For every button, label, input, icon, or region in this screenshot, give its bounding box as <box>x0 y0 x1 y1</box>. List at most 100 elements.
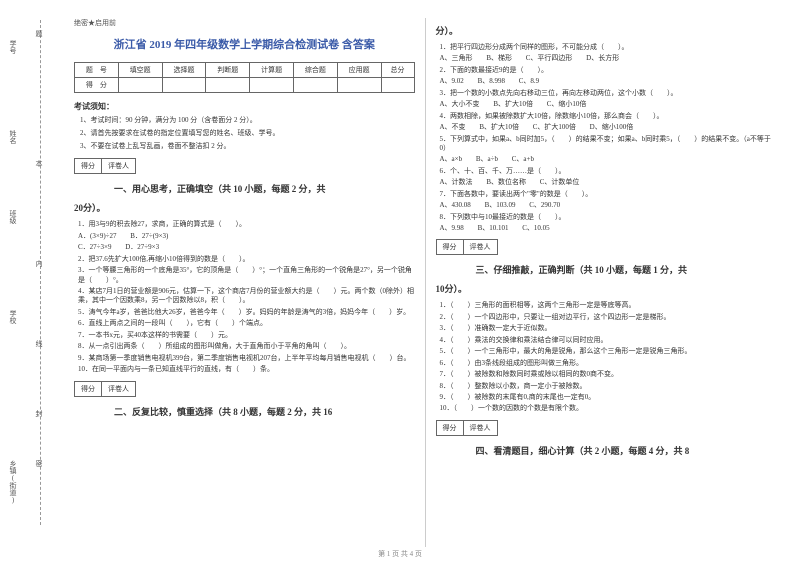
option: B、数位名称 <box>486 178 526 187</box>
field-label-student-id: 学号 <box>8 40 18 54</box>
option: A、三角形 <box>440 54 473 63</box>
option-b: B．27÷(9×3) <box>130 232 168 241</box>
question: 4．（ ）乘法的交换律和乘法结合律可以同时应用。 <box>440 336 777 345</box>
question: 7．（ ）被除数和除数同时乘或除以相同的数0商不变。 <box>440 370 777 379</box>
section-3-score: 10分）。 <box>436 282 777 295</box>
option: C、缩小10倍 <box>547 100 587 109</box>
table-row: 题 号 填空题 选择题 判断题 计算题 综合题 应用题 总分 <box>75 63 415 78</box>
header-cell: 综合题 <box>293 63 337 78</box>
question-options: A、不变 B、扩大10倍 C、扩大100倍 D、缩小100倍 <box>440 123 777 132</box>
secret-label: 绝密★启用前 <box>74 18 415 28</box>
header-cell: 填空题 <box>118 63 162 78</box>
scorebox-label: 评卷人 <box>102 159 135 173</box>
option: B、8.998 <box>478 77 505 86</box>
page-content: 绝密★启用前 浙江省 2019 年四年级数学上学期综合检测试卷 含答案 题 号 … <box>56 0 800 565</box>
question-options: A、计数法 B、数位名称 C、计数单位 <box>440 178 777 187</box>
question: 1．用3与9的积去除27，求商，正确的算式是（ ）。 <box>78 220 415 229</box>
question: 3．（ ）准确数一定大于近似数。 <box>440 324 777 333</box>
header-cell: 题 号 <box>75 63 119 78</box>
section-3-title: 三、仔细推敲，正确判断（共 10 小题，每题 1 分，共 <box>476 263 777 276</box>
option: B、扩大10倍 <box>479 123 519 132</box>
scorebox-label: 评卷人 <box>102 382 135 396</box>
section-1-title: 一、用心思考，正确填空（共 10 小题，每题 2 分，共 <box>114 182 415 195</box>
seal-char: 密 <box>34 460 44 467</box>
scorebox-label: 得分 <box>75 382 102 396</box>
option: C、290.70 <box>529 201 560 210</box>
notice-item: 2、请首先按要求在试卷的指定位置填写您的姓名、班级、学号。 <box>80 129 415 139</box>
question: 1．把平行四边形分成两个同样的图形，不可能分成（ ）。 <box>440 43 777 52</box>
seal-char: 内 <box>34 260 44 267</box>
question: 4．两数相除，如果被除数扩大10倍，除数缩小10倍，那么商会（ ）。 <box>440 112 777 121</box>
row-label: 得 分 <box>75 78 119 93</box>
scorebox-label: 评卷人 <box>464 421 497 435</box>
section-scorebox: 得分 评卷人 <box>74 158 136 174</box>
question: 8．（ ）整数除以小数，商一定小于被除数。 <box>440 382 777 391</box>
option: B、10.101 <box>478 224 509 233</box>
header-cell: 判断题 <box>206 63 250 78</box>
section-2-title: 二、反复比较，慎重选择（共 8 小题，每题 2 分，共 16 <box>114 405 415 418</box>
scorebox-label: 得分 <box>437 421 464 435</box>
option: C、8.9 <box>519 77 539 86</box>
option: A、9.98 <box>440 224 464 233</box>
binding-margin: 学号 姓名 班级 学校 乡镇(街道) 题 本 内 线 封 密 <box>0 0 56 565</box>
option-d: D．27÷9×3 <box>125 243 159 252</box>
option: B、103.09 <box>485 201 516 210</box>
section-4-title: 四、看清题目，细心计算（共 2 小题，每题 4 分，共 8 <box>476 444 777 457</box>
option: B、a÷b <box>476 155 498 164</box>
option: A、430.08 <box>440 201 471 210</box>
option: A、不变 <box>440 123 466 132</box>
option: D、缩小100倍 <box>590 123 634 132</box>
question: 8．下列数中与10最接近的数是（ ）。 <box>440 213 777 222</box>
option: A、9.02 <box>440 77 464 86</box>
question: 9．某商场第一季度销售电视机399台，第二季度销售电视机207台，上半年平均每月… <box>78 354 415 363</box>
question: 3．一个等腰三角形的一个底角是35°，它的顶角是（ ）°；一个直角三角形的一个锐… <box>78 266 415 285</box>
question: 5．涛气今年a岁，爸爸比他大26岁，爸爸今年（ ）岁。妈妈的年龄是涛气的3倍，妈… <box>78 308 415 317</box>
option: D、长方形 <box>586 54 619 63</box>
scorebox-label: 得分 <box>437 240 464 254</box>
table-row: 得 分 <box>75 78 415 93</box>
field-label-school: 学校 <box>8 310 18 324</box>
option: C、平行四边形 <box>526 54 573 63</box>
option-a: A．(3×9)÷27 <box>78 232 117 241</box>
left-column: 绝密★启用前 浙江省 2019 年四年级数学上学期综合检测试卷 含答案 题 号 … <box>64 18 426 547</box>
option-c: C．27÷3×9 <box>78 243 111 252</box>
question: 2．（ ）一个四边形中，只要让一组对边平行，这个四边形一定是梯形。 <box>440 313 777 322</box>
score-summary-table: 题 号 填空题 选择题 判断题 计算题 综合题 应用题 总分 得 分 <box>74 62 415 93</box>
question: 6．个、十、百、千、万……是（ ）。 <box>440 167 777 176</box>
notice-item: 3、不要在试卷上乱写乱画，卷面不整洁扣 2 分。 <box>80 142 415 152</box>
question-options: A、三角形 B、梯形 C、平行四边形 D、长方形 <box>440 54 777 63</box>
question-options: C．27÷3×9 D．27÷9×3 <box>78 243 415 252</box>
header-cell: 应用题 <box>337 63 381 78</box>
question: 3．把一个数的小数点先向右移动三位，再向左移动两位，这个小数（ ）。 <box>440 89 777 98</box>
question-options: A．(3×9)÷27 B．27÷(9×3) <box>78 232 415 241</box>
section-scorebox: 得分 评卷人 <box>436 239 498 255</box>
option: C、计数单位 <box>540 178 580 187</box>
page-footer: 第 1 页 共 4 页 <box>0 549 800 559</box>
option: A、计数法 <box>440 178 473 187</box>
question: 10．（ ）一个数的因数的个数是有限个数。 <box>440 404 777 413</box>
seal-char: 本 <box>34 160 44 167</box>
notice-title: 考试须知： <box>74 101 415 112</box>
question: 9．（ ）被除数的末尾有0,商的末尾也一定有0。 <box>440 393 777 402</box>
option: A、大小不变 <box>440 100 480 109</box>
question: 5．（ ）一个三角形中，最大的角是锐角，那么这个三角形一定是锐角三角形。 <box>440 347 777 356</box>
question: 2．把37.6先扩大100倍,再缩小10倍得到的数是（ ）。 <box>78 255 415 264</box>
section-scorebox: 得分 评卷人 <box>436 420 498 436</box>
notice-item: 1、考试时间：90 分钟，满分为 100 分（含卷面分 2 分）。 <box>80 116 415 126</box>
option: A、a×b <box>440 155 463 164</box>
question: 6．（ ）由3条线段组成的图形叫做三角形。 <box>440 359 777 368</box>
question-options: A、9.98 B、10.101 C、10.05 <box>440 224 777 233</box>
option: C、a+b <box>512 155 534 164</box>
question-options: A、大小不变 B、扩大10倍 C、缩小10倍 <box>440 100 777 109</box>
question: 10．在同一平面内与一条已知直线平行的直线，有（ ）条。 <box>78 365 415 374</box>
question-options: A、430.08 B、103.09 C、290.70 <box>440 201 777 210</box>
section-2-score: 分）。 <box>436 24 777 37</box>
question: 4．某店7月1日的营业额是906元，估算一下，这个商店7月份的营业额大约是（ ）… <box>78 287 415 306</box>
binding-dashed-line <box>40 20 41 525</box>
option: B、梯形 <box>486 54 512 63</box>
field-label-class: 班级 <box>8 210 18 224</box>
question-options: A、9.02 B、8.998 C、8.9 <box>440 77 777 86</box>
option: B、扩大10倍 <box>493 100 533 109</box>
right-column: 分）。 1．把平行四边形分成两个同样的图形，不可能分成（ ）。 A、三角形 B、… <box>426 18 787 547</box>
header-cell: 计算题 <box>250 63 294 78</box>
